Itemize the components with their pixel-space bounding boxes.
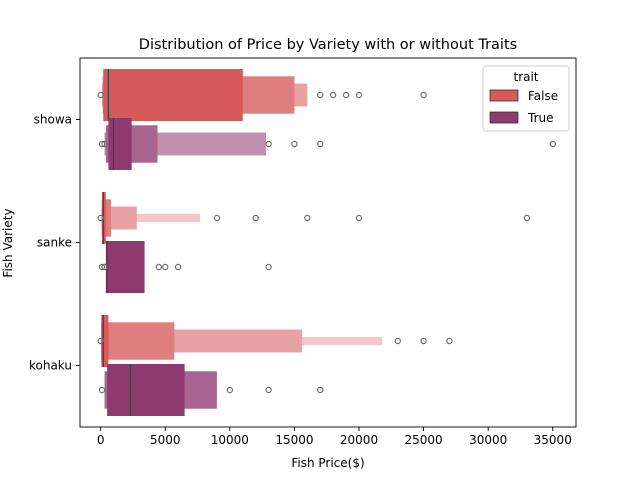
outlier-false-showa-1: [317, 91, 324, 99]
chart-title: Distribution of Price by Variety with or…: [139, 37, 517, 53]
outlier-true-kohaku-2: [265, 386, 272, 394]
legend-label-true: True: [527, 111, 554, 125]
outlier-false-kohaku-3: [446, 337, 453, 345]
outlier-true-sanke-2: [155, 263, 162, 271]
outlier-true-showa-0: [98, 140, 106, 148]
outlier-true-sanke-5: [265, 263, 272, 271]
boxen-level-true-kohaku-0: [107, 364, 185, 416]
boxen-level-true-sanke-0: [105, 241, 145, 293]
boxen-level-false-sanke-0: [101, 192, 106, 244]
outlier-true-sanke-4: [174, 263, 182, 271]
outlier-true-kohaku-0: [98, 386, 106, 394]
outlier-false-showa-0: [97, 91, 104, 99]
outlier-true-sanke-0: [98, 263, 106, 271]
outlier-false-sanke-2: [252, 214, 259, 222]
outlier-true-sanke-3: [162, 263, 169, 271]
outlier-true-showa-5: [549, 140, 556, 148]
y-tick-label-showa: showa: [34, 113, 72, 127]
x-tick-label: 20000: [340, 433, 378, 447]
x-tick-label: 15000: [275, 433, 313, 447]
outlier-false-showa-5: [420, 91, 427, 99]
x-tick-label: 30000: [469, 433, 507, 447]
outlier-false-showa-3: [342, 91, 350, 99]
x-tick-label: 0: [97, 433, 105, 447]
outlier-false-kohaku-0: [97, 337, 104, 345]
outlier-false-kohaku-2: [420, 337, 427, 345]
boxen-level-false-kohaku-1: [101, 322, 175, 360]
boxen-level-true-showa-0: [108, 118, 132, 170]
chart-axes: 0 5000 10000 15000 20000 25000 30000 35000 showa…: [29, 57, 577, 447]
boxen-level-false-kohaku-0: [101, 315, 109, 367]
boxen-level-false-showa-0: [103, 69, 243, 121]
x-axis-label: Fish Price($): [291, 456, 364, 470]
outlier-false-showa-4: [355, 91, 363, 99]
outlier-false-sanke-3: [304, 214, 311, 222]
y-tick-label-kohaku: kohaku: [29, 359, 72, 373]
outlier-true-kohaku-3: [317, 386, 324, 394]
boxen-level-false-sanke-3: [101, 213, 201, 223]
x-tick-label: 10000: [211, 433, 249, 447]
legend: trait False True: [482, 65, 570, 132]
outlier-true-showa-1: [101, 140, 108, 148]
x-tick-label: 25000: [404, 433, 442, 447]
outlier-true-sanke-1: [101, 263, 108, 271]
legend-swatch-true: [489, 111, 519, 124]
x-tick-label: 35000: [534, 433, 572, 447]
outlier-true-kohaku-1: [226, 386, 234, 394]
outlier-false-sanke-5: [523, 214, 531, 222]
outlier-true-showa-2: [265, 140, 272, 148]
outlier-false-showa-2: [329, 91, 337, 99]
legend-swatch-false: [489, 89, 519, 102]
legend-label-false: False: [528, 89, 558, 103]
x-tick-label: 5000: [150, 433, 181, 447]
y-tick-label-sanke: sanke: [37, 236, 72, 250]
boxen-level-false-sanke-1: [101, 199, 111, 237]
outlier-false-sanke-0: [97, 214, 104, 222]
chart-marks: [97, 69, 556, 416]
outlier-true-showa-3: [291, 140, 298, 148]
y-axis-label: Fish Variety: [1, 208, 15, 277]
outlier-false-kohaku-1: [394, 337, 401, 345]
outlier-true-showa-4: [317, 140, 324, 148]
outlier-false-sanke-1: [213, 214, 221, 222]
outlier-false-sanke-4: [355, 214, 363, 222]
legend-title: trait: [513, 70, 538, 84]
